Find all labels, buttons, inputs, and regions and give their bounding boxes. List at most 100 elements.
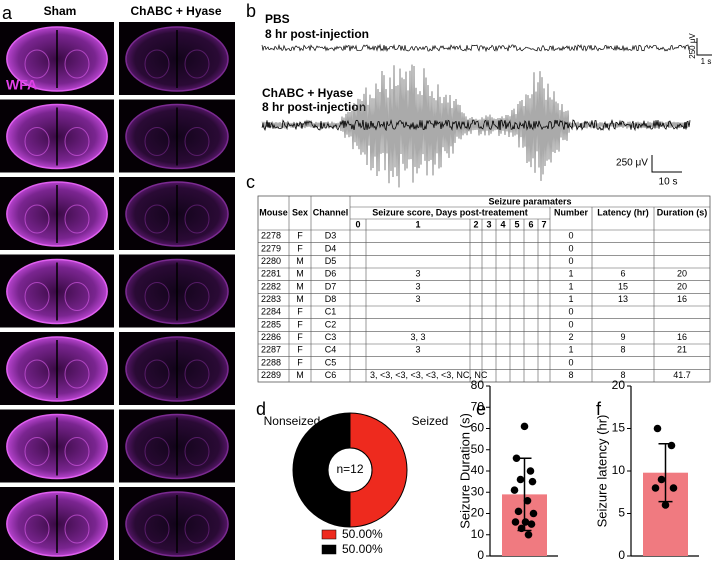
structure bbox=[184, 514, 210, 544]
table-cell: M bbox=[296, 269, 304, 279]
structure bbox=[144, 49, 170, 79]
table-cell: 13 bbox=[618, 294, 628, 304]
legend-swatch bbox=[321, 529, 337, 540]
data-point bbox=[529, 509, 538, 518]
y-tick-label: 5 bbox=[618, 506, 625, 520]
eeg-trace bbox=[261, 43, 691, 53]
table-cell: 3, <3, <3, <3, <3, <3, NC, NC bbox=[370, 370, 488, 380]
table-cell: 0 bbox=[568, 231, 573, 241]
table-cell: F bbox=[297, 345, 303, 355]
column-header: ChABC + Hyase bbox=[130, 4, 221, 18]
table-header: 5 bbox=[514, 219, 519, 229]
y-axis-label: Seizure Duration (s) bbox=[457, 413, 472, 529]
scale-x-label: 1 s bbox=[701, 57, 712, 66]
panel-label: f bbox=[596, 399, 602, 419]
y-tick-label: 10 bbox=[471, 527, 485, 541]
table-cell: 0 bbox=[568, 307, 573, 317]
table-cell: 20 bbox=[677, 269, 687, 279]
panel-label: c bbox=[246, 172, 255, 192]
data-point bbox=[653, 424, 662, 433]
table-cell: D7 bbox=[325, 281, 337, 291]
scale-y-label: 250 μV bbox=[688, 33, 697, 59]
y-tick-label: 20 bbox=[471, 506, 485, 520]
table-header: 3 bbox=[486, 219, 491, 229]
y-tick-label: 15 bbox=[612, 421, 626, 435]
table-cell: C4 bbox=[325, 345, 337, 355]
table-cell: C1 bbox=[325, 307, 337, 317]
y-tick-label: 60 bbox=[471, 421, 485, 435]
table-cell: C6 bbox=[325, 370, 337, 380]
table-cell: 2279 bbox=[261, 243, 281, 253]
data-point bbox=[667, 441, 676, 450]
data-point bbox=[511, 518, 520, 526]
structure bbox=[184, 359, 210, 389]
table-cell: 2285 bbox=[261, 319, 281, 329]
structure bbox=[144, 437, 170, 466]
donut-center: n=12 bbox=[336, 462, 363, 476]
table-cell: M bbox=[296, 281, 304, 291]
table-cell: C2 bbox=[325, 319, 337, 329]
structure bbox=[24, 282, 50, 311]
table-cell: 2287 bbox=[261, 345, 281, 355]
table-cell: F bbox=[297, 357, 303, 367]
structure bbox=[24, 49, 50, 79]
table-cell: F bbox=[297, 307, 303, 317]
structure bbox=[24, 437, 50, 466]
y-tick-label: 0 bbox=[477, 548, 484, 562]
table-header: Channel bbox=[313, 207, 349, 217]
table-header: 2 bbox=[473, 219, 478, 229]
table-cell: F bbox=[297, 243, 303, 253]
structure bbox=[24, 359, 50, 389]
table-cell: 2284 bbox=[261, 307, 281, 317]
table-cell: F bbox=[297, 319, 303, 329]
panel-label: d bbox=[256, 399, 266, 419]
legend-label: 50.00% bbox=[342, 527, 383, 541]
table-cell: 3 bbox=[415, 345, 420, 355]
table-cell: 15 bbox=[618, 281, 628, 291]
table-cell: F bbox=[297, 332, 303, 342]
structure bbox=[144, 204, 170, 234]
table-group-header: Seizure paramaters bbox=[488, 196, 571, 206]
legend-label: 50.00% bbox=[342, 542, 383, 556]
slice-label: Nonseized bbox=[264, 414, 321, 428]
table-cell: M bbox=[296, 256, 304, 266]
table-header: Duration (s) bbox=[657, 207, 708, 217]
structure bbox=[184, 49, 210, 79]
table-header: 6 bbox=[528, 219, 533, 229]
scale-bar bbox=[696, 38, 712, 56]
table-cell: D6 bbox=[325, 269, 337, 279]
column-header: Sham bbox=[44, 4, 77, 18]
scale-bar bbox=[651, 155, 682, 173]
structure bbox=[144, 514, 170, 544]
table-cell: 0 bbox=[568, 319, 573, 329]
data-point bbox=[523, 496, 532, 505]
structure bbox=[24, 514, 50, 544]
table-cell: 2280 bbox=[261, 256, 281, 266]
structure bbox=[184, 127, 210, 156]
donut-hole bbox=[327, 447, 373, 493]
table-cell: 1 bbox=[568, 281, 573, 291]
structure bbox=[24, 127, 50, 156]
table-cell: 1 bbox=[568, 345, 573, 355]
table-cell: 2288 bbox=[261, 357, 281, 367]
data-point bbox=[517, 524, 526, 533]
y-tick-label: 0 bbox=[618, 548, 625, 562]
table-cell: 2286 bbox=[261, 332, 281, 342]
table-header: Latency (hr) bbox=[597, 207, 649, 217]
structure bbox=[64, 127, 90, 156]
y-tick-label: 80 bbox=[471, 378, 485, 392]
table-border bbox=[257, 195, 711, 383]
table-cell: 2281 bbox=[261, 269, 281, 279]
table-cell: 1 bbox=[568, 294, 573, 304]
y-axis-label: Seizure latency (hr) bbox=[594, 415, 609, 528]
structure bbox=[144, 359, 170, 389]
data-point bbox=[526, 467, 535, 475]
data-point bbox=[521, 518, 530, 526]
table-header: 4 bbox=[500, 219, 505, 229]
table-group-header: Seizure score, Days post-treatement bbox=[372, 207, 528, 217]
data-point bbox=[657, 475, 666, 484]
table-header: Sex bbox=[292, 207, 308, 217]
trace-time: 8 hr post-injection bbox=[262, 100, 366, 114]
y-tick-label: 40 bbox=[471, 463, 485, 477]
